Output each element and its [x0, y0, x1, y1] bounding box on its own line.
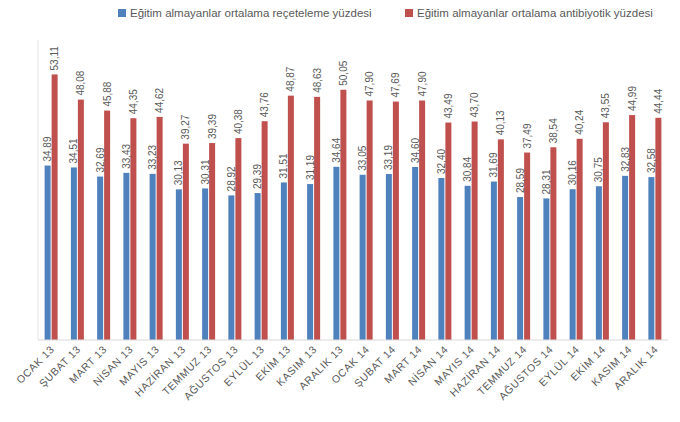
bar	[314, 97, 320, 340]
bar	[438, 178, 444, 340]
data-label: 43,70	[469, 92, 480, 117]
bar	[262, 121, 268, 340]
data-label: 48,87	[285, 66, 296, 91]
data-label: 43,55	[600, 93, 611, 118]
bar	[393, 102, 399, 340]
bar	[517, 197, 523, 340]
bar	[360, 175, 366, 340]
data-label: 33,19	[383, 145, 394, 170]
data-label: 40,13	[495, 110, 506, 135]
data-labels: 34,89 34,51 32,69 33,43 33,23 30,13 30,31 28,92…	[42, 46, 664, 195]
bar	[71, 167, 77, 340]
data-label: 40,38	[233, 109, 244, 134]
chart: 34,89 34,51 32,69 33,43 33,23 30,13 30,31 28,92…	[0, 0, 680, 422]
data-label: 34,64	[331, 137, 342, 162]
data-label: 29,39	[252, 164, 263, 189]
bar	[123, 173, 129, 340]
data-label: 39,27	[180, 114, 191, 139]
data-label: 48,08	[75, 70, 86, 95]
bars	[45, 74, 662, 340]
bar	[333, 167, 339, 340]
legend-label: Eğitim almayanlar ortalama antibiyotik y…	[417, 7, 653, 19]
legend: Eğitim almayanlar ortalama reçeteleme yü…	[118, 7, 653, 19]
bar	[228, 195, 234, 340]
x-axis-line	[38, 340, 668, 341]
data-label: 34,60	[410, 138, 421, 163]
data-label: 40,24	[574, 109, 585, 134]
bar	[176, 189, 182, 340]
data-label: 33,23	[147, 144, 158, 169]
data-label: 31,69	[488, 152, 499, 177]
bar	[45, 166, 51, 340]
bar	[255, 193, 261, 340]
data-label: 37,49	[522, 123, 533, 148]
bar	[412, 167, 418, 340]
data-label: 28,59	[515, 168, 526, 193]
data-label: 44,62	[154, 87, 165, 112]
y-axis-line	[38, 40, 39, 340]
bar	[307, 184, 313, 340]
data-label: 47,69	[390, 72, 401, 97]
data-label: 28,31	[541, 169, 552, 194]
data-label: 32,58	[646, 148, 657, 173]
bar	[78, 100, 84, 340]
data-label: 44,35	[128, 89, 139, 114]
bar	[465, 186, 471, 340]
data-label: 32,83	[620, 146, 631, 171]
data-label: 53,11	[49, 46, 60, 71]
bar	[150, 174, 156, 340]
data-label: 33,43	[121, 143, 132, 168]
data-label: 47,90	[417, 71, 428, 96]
x-tick-labels: OCAK 13ŞUBAT 13MART 13NİSAN 13MAYIS 13HA…	[14, 343, 661, 402]
bar	[419, 101, 425, 341]
bar	[491, 182, 497, 340]
data-label: 30,31	[200, 159, 211, 184]
data-label: 50,05	[338, 60, 349, 85]
data-label: 30,84	[462, 156, 473, 181]
bar	[202, 188, 208, 340]
data-label: 48,63	[312, 67, 323, 92]
bar	[648, 177, 654, 340]
bar	[570, 189, 576, 340]
bar	[97, 177, 103, 340]
data-label: 32,69	[95, 147, 106, 172]
bar	[543, 198, 549, 340]
data-label: 34,51	[68, 138, 79, 163]
bar	[386, 174, 392, 340]
legend-swatch	[118, 9, 126, 17]
data-label: 38,54	[548, 118, 559, 143]
bar	[288, 96, 294, 340]
data-label: 44,44	[653, 88, 664, 113]
data-label: 43,76	[259, 92, 270, 117]
data-label: 33,05	[357, 145, 368, 170]
data-label: 30,75	[593, 157, 604, 182]
bar	[340, 90, 346, 340]
data-label: 47,90	[364, 71, 375, 96]
data-label: 30,13	[173, 160, 184, 185]
data-label: 45,88	[102, 81, 113, 106]
data-label: 28,92	[226, 166, 237, 191]
bar	[367, 101, 373, 341]
data-label: 43,49	[443, 93, 454, 118]
data-label: 32,40	[436, 149, 447, 174]
data-label: 30,16	[567, 160, 578, 185]
bar	[104, 111, 110, 340]
bar	[596, 186, 602, 340]
bar	[472, 122, 478, 341]
legend-label: Eğitim almayanlar ortalama reçeteleme yü…	[130, 7, 372, 19]
bar	[281, 182, 287, 340]
data-label: 31,51	[278, 153, 289, 178]
legend-swatch	[405, 9, 413, 17]
data-label: 34,89	[42, 136, 53, 161]
bar	[622, 176, 628, 340]
data-label: 39,39	[207, 114, 218, 139]
data-label: 44,99	[627, 86, 638, 111]
bar	[603, 122, 609, 340]
data-label: 31,19	[305, 155, 316, 180]
bar	[52, 74, 58, 340]
x-tick-label: ARALIK 14	[611, 343, 660, 392]
